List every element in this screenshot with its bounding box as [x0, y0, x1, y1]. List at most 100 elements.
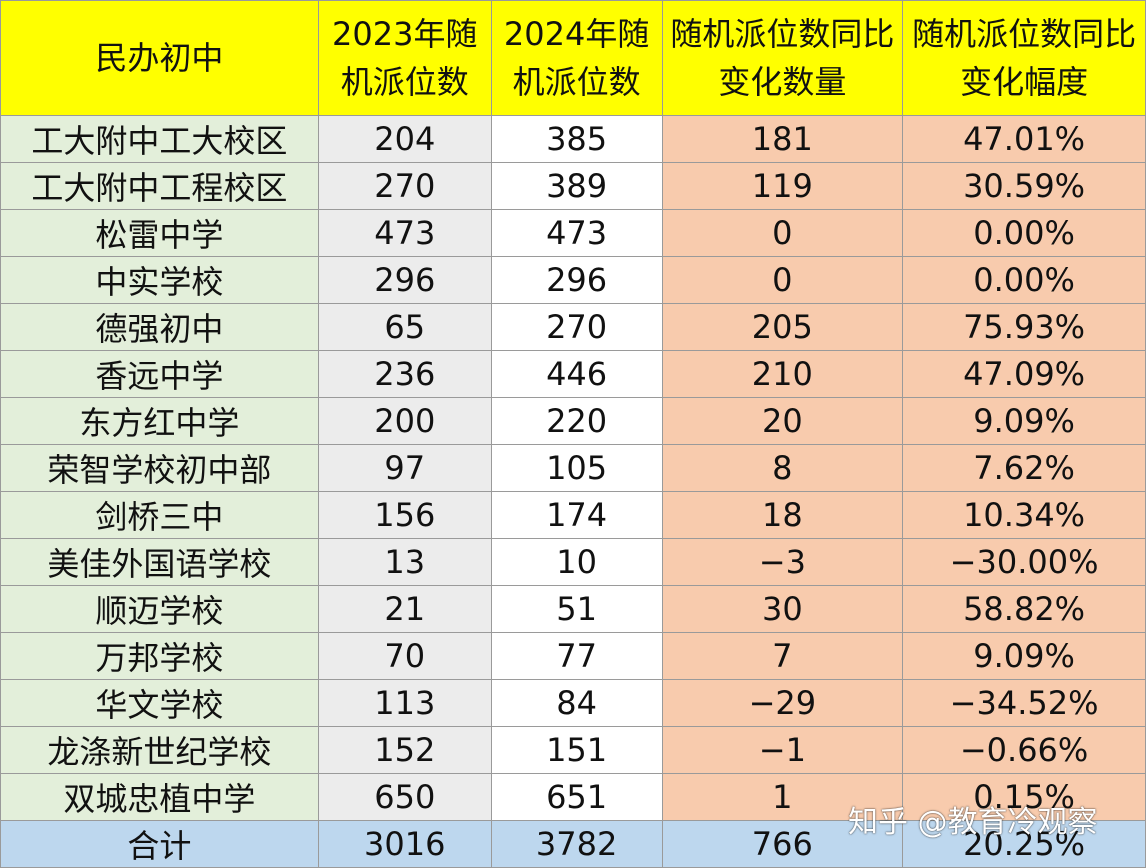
count-2023-cell[interactable]: 70: [317, 632, 492, 680]
header-change-count[interactable]: 随机派位数同比变化数量: [661, 0, 904, 116]
change-pct-cell[interactable]: 9.09%: [902, 397, 1146, 445]
change-pct-cell[interactable]: 0.00%: [902, 256, 1146, 304]
change-count-cell[interactable]: 181: [661, 115, 904, 163]
header-change-count-label: 随机派位数同比变化数量: [670, 15, 895, 101]
table-row: 双城忠植中学 650 651 1 0.15%: [0, 773, 1146, 821]
change-count-cell[interactable]: 30: [661, 585, 904, 633]
count-2024-cell[interactable]: 296: [490, 256, 663, 304]
count-2024-cell[interactable]: 77: [490, 632, 663, 680]
count-2023-cell[interactable]: 65: [317, 303, 492, 351]
school-name-cell[interactable]: 剑桥三中: [0, 491, 319, 539]
change-pct-cell[interactable]: −30.00%: [902, 538, 1146, 586]
count-2023-cell[interactable]: 13: [317, 538, 492, 586]
school-name-cell[interactable]: 荣智学校初中部: [0, 444, 319, 492]
count-2024-cell[interactable]: 51: [490, 585, 663, 633]
count-2023-cell[interactable]: 113: [317, 679, 492, 727]
school-name-cell[interactable]: 顺迈学校: [0, 585, 319, 633]
count-2023-cell[interactable]: 204: [317, 115, 492, 163]
count-2024-cell[interactable]: 446: [490, 350, 663, 398]
count-2023-cell[interactable]: 200: [317, 397, 492, 445]
count-2024-cell[interactable]: 84: [490, 679, 663, 727]
change-pct-cell[interactable]: 7.62%: [902, 444, 1146, 492]
change-pct-cell[interactable]: 0.15%: [902, 773, 1146, 821]
change-count-cell[interactable]: −1: [661, 726, 904, 774]
count-2023-cell[interactable]: 21: [317, 585, 492, 633]
table-row: 剑桥三中 156 174 18 10.34%: [0, 491, 1146, 539]
change-pct-cell[interactable]: 75.93%: [902, 303, 1146, 351]
table-body: 工大附中工大校区 204 385 181 47.01% 工大附中工程校区 270 389 119…: [0, 115, 1146, 868]
count-2023-cell[interactable]: 473: [317, 209, 492, 257]
total-change-pct-cell[interactable]: 20.25%: [902, 820, 1146, 868]
count-2024-cell[interactable]: 473: [490, 209, 663, 257]
school-name-cell[interactable]: 双城忠植中学: [0, 773, 319, 821]
school-name-cell[interactable]: 香远中学: [0, 350, 319, 398]
count-2024-cell[interactable]: 151: [490, 726, 663, 774]
change-pct-cell[interactable]: 30.59%: [902, 162, 1146, 210]
change-pct-cell[interactable]: −34.52%: [902, 679, 1146, 727]
count-2024-cell[interactable]: 389: [490, 162, 663, 210]
school-name-cell[interactable]: 工大附中工大校区: [0, 115, 319, 163]
count-2024-cell[interactable]: 105: [490, 444, 663, 492]
count-2023-cell[interactable]: 650: [317, 773, 492, 821]
header-row: 民办初中 2023年随机派位数 2024年随机派位数 随机派位数同比变化数量 随…: [0, 0, 1146, 116]
table-row: 龙涤新世纪学校 152 151 −1 −0.66%: [0, 726, 1146, 774]
change-pct-cell[interactable]: 10.34%: [902, 491, 1146, 539]
count-2024-cell[interactable]: 10: [490, 538, 663, 586]
change-pct-cell[interactable]: 0.00%: [902, 209, 1146, 257]
school-name-cell[interactable]: 龙涤新世纪学校: [0, 726, 319, 774]
change-count-cell[interactable]: 20: [661, 397, 904, 445]
change-count-cell[interactable]: 18: [661, 491, 904, 539]
change-pct-cell[interactable]: 9.09%: [902, 632, 1146, 680]
count-2024-cell[interactable]: 270: [490, 303, 663, 351]
count-2023-cell[interactable]: 296: [317, 256, 492, 304]
change-pct-cell[interactable]: −0.66%: [902, 726, 1146, 774]
header-school-label: 民办初中: [95, 39, 224, 77]
header-2024[interactable]: 2024年随机派位数: [490, 0, 663, 116]
school-name-cell[interactable]: 工大附中工程校区: [0, 162, 319, 210]
total-count-2024-cell[interactable]: 3782: [490, 820, 663, 868]
total-count-2023-cell[interactable]: 3016: [317, 820, 492, 868]
school-name-cell[interactable]: 东方红中学: [0, 397, 319, 445]
count-2023-cell[interactable]: 97: [317, 444, 492, 492]
change-pct-cell[interactable]: 47.01%: [902, 115, 1146, 163]
change-count-cell[interactable]: 119: [661, 162, 904, 210]
table-row: 德强初中 65 270 205 75.93%: [0, 303, 1146, 351]
change-pct-cell[interactable]: 47.09%: [902, 350, 1146, 398]
header-2024-label: 2024年随机派位数: [503, 15, 650, 101]
change-count-cell[interactable]: 8: [661, 444, 904, 492]
change-count-cell[interactable]: 205: [661, 303, 904, 351]
header-school[interactable]: 民办初中: [0, 0, 319, 116]
change-count-cell[interactable]: −29: [661, 679, 904, 727]
count-2023-cell[interactable]: 156: [317, 491, 492, 539]
total-school-name-cell[interactable]: 合计: [0, 820, 319, 868]
change-pct-cell[interactable]: 58.82%: [902, 585, 1146, 633]
change-count-cell[interactable]: −3: [661, 538, 904, 586]
count-2024-cell[interactable]: 385: [490, 115, 663, 163]
watermark: 知乎 @教育冷观察: [848, 805, 1098, 840]
count-2024-cell[interactable]: 220: [490, 397, 663, 445]
change-count-cell[interactable]: 7: [661, 632, 904, 680]
total-row: 合计 3016 3782 766 20.25%: [0, 820, 1146, 868]
table-row: 工大附中工大校区 204 385 181 47.01%: [0, 115, 1146, 163]
count-2023-cell[interactable]: 270: [317, 162, 492, 210]
change-count-cell[interactable]: 210: [661, 350, 904, 398]
header-2023[interactable]: 2023年随机派位数: [317, 0, 492, 116]
count-2023-cell[interactable]: 152: [317, 726, 492, 774]
header-change-pct-label: 随机派位数同比变化幅度: [912, 15, 1137, 101]
count-2024-cell[interactable]: 174: [490, 491, 663, 539]
table-row: 顺迈学校 21 51 30 58.82%: [0, 585, 1146, 633]
change-count-cell[interactable]: 0: [661, 209, 904, 257]
change-count-cell[interactable]: 0: [661, 256, 904, 304]
school-name-cell[interactable]: 中实学校: [0, 256, 319, 304]
school-name-cell[interactable]: 万邦学校: [0, 632, 319, 680]
header-change-pct[interactable]: 随机派位数同比变化幅度: [902, 0, 1146, 116]
table-row: 松雷中学 473 473 0 0.00%: [0, 209, 1146, 257]
count-2024-cell[interactable]: 651: [490, 773, 663, 821]
school-name-cell[interactable]: 德强初中: [0, 303, 319, 351]
school-name-cell[interactable]: 松雷中学: [0, 209, 319, 257]
school-name-cell[interactable]: 华文学校: [0, 679, 319, 727]
change-count-cell[interactable]: 1: [661, 773, 904, 821]
count-2023-cell[interactable]: 236: [317, 350, 492, 398]
school-name-cell[interactable]: 美佳外国语学校: [0, 538, 319, 586]
total-change-count-cell[interactable]: 766: [661, 820, 904, 868]
